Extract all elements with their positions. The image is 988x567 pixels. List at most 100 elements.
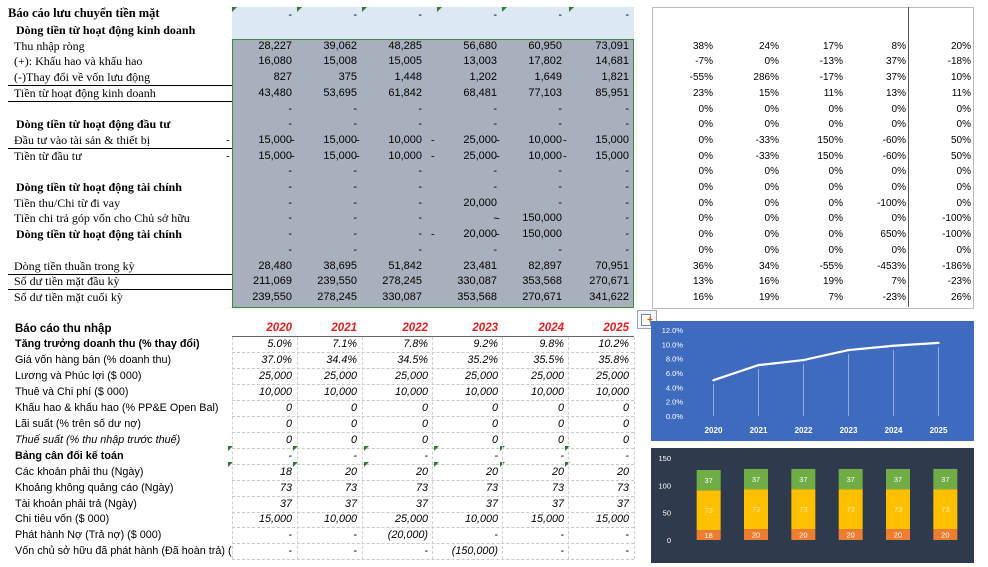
cashflow-cell[interactable]: - [288, 228, 292, 241]
growth-pct-cell[interactable]: 0% [956, 197, 971, 209]
income-cell[interactable]: 10,000 [595, 385, 629, 398]
income-cell[interactable]: 37 [485, 497, 498, 510]
growth-pct-cell[interactable]: 11% [823, 87, 843, 99]
income-cell[interactable]: - [494, 449, 498, 462]
cashflow-cell[interactable]: - [418, 181, 422, 193]
income-cell[interactable]: 10,000 [530, 385, 564, 398]
cashflow-cell[interactable]: - [288, 181, 292, 193]
cashflow-cell[interactable]: 53,695 [323, 86, 357, 99]
growth-pct-cell[interactable]: 0% [891, 182, 906, 193]
cashflow-cell[interactable]: 20,000 [463, 228, 497, 241]
income-cell[interactable]: 10,000 [323, 513, 357, 526]
growth-pct-cell[interactable]: -60% [882, 134, 906, 146]
income-cell[interactable]: 0 [285, 417, 292, 430]
income-cell[interactable]: 0 [557, 401, 564, 414]
growth-pct-cell[interactable]: 50% [950, 150, 971, 162]
growth-pct-cell[interactable]: 0% [828, 103, 843, 115]
cashflow-cell[interactable]: 70,951 [595, 259, 629, 272]
income-cell[interactable]: 37 [279, 497, 292, 510]
cashflow-cell[interactable]: 150,000 [522, 228, 562, 241]
growth-pct-cell[interactable]: 0% [956, 244, 971, 256]
growth-pct-cell[interactable]: -100% [942, 213, 971, 225]
cashflow-cell[interactable]: - [625, 212, 629, 225]
growth-pct-cell[interactable]: 0% [764, 229, 779, 241]
cashflow-cell[interactable]: - [418, 102, 422, 115]
income-cell[interactable]: 35.8% [598, 353, 629, 366]
income-cell[interactable]: 10,000 [394, 385, 428, 398]
cashflow-cell[interactable]: 1,821 [601, 71, 629, 84]
cashflow-cell[interactable]: 51,842 [388, 259, 422, 272]
growth-pct-cell[interactable]: 0% [891, 166, 906, 178]
income-cell[interactable]: - [424, 545, 428, 558]
growth-pct-cell[interactable]: 0% [828, 119, 843, 131]
cashflow-cell[interactable]: 25,000 [463, 149, 497, 162]
cashflow-cell[interactable]: 10,000 [388, 149, 422, 162]
income-cell[interactable]: 20 [485, 465, 498, 478]
income-cell[interactable]: 37.0% [261, 353, 292, 366]
income-cell[interactable]: 0 [350, 433, 357, 446]
cashflow-cell[interactable]: 15,000 [323, 149, 357, 162]
growth-pct-cell[interactable]: 0% [828, 244, 843, 256]
cashflow-cell[interactable]: 73,091 [595, 39, 629, 52]
income-cell[interactable]: 15,000 [258, 513, 292, 526]
cashflow-cell[interactable]: 330,087 [382, 290, 422, 303]
cashflow-cell[interactable]: 353,568 [457, 290, 497, 303]
growth-pct-cell[interactable]: 16% [692, 291, 713, 303]
growth-pct-cell[interactable]: 0% [828, 213, 843, 225]
cashflow-cell[interactable]: 375 [338, 71, 357, 84]
cashflow-cell[interactable]: - [493, 165, 497, 178]
income-cell[interactable]: - [625, 545, 629, 558]
cashflow-cell[interactable]: - [558, 118, 562, 131]
growth-pct-cell[interactable]: 0% [698, 166, 713, 178]
income-cell[interactable]: 0 [285, 401, 292, 414]
growth-pct-cell[interactable]: 19% [758, 291, 779, 303]
growth-pct-cell[interactable]: 0% [891, 103, 906, 115]
growth-pct-cell[interactable]: 0% [764, 182, 779, 193]
cashflow-cell[interactable]: 68,481 [463, 86, 497, 99]
income-cell[interactable]: 10,000 [464, 385, 498, 398]
cashflow-cell[interactable]: 1,202 [469, 71, 497, 84]
cashflow-cell[interactable]: - [625, 181, 629, 193]
cashflow-cell[interactable]: 43,480 [258, 86, 292, 99]
growth-pct-cell[interactable]: 20% [950, 40, 971, 52]
cashflow-cell[interactable]: - [493, 212, 497, 225]
cashflow-cell[interactable]: 10,000 [388, 133, 422, 146]
growth-pct-cell[interactable]: 0% [764, 103, 779, 115]
income-cell[interactable]: 73 [485, 481, 498, 494]
cashflow-cell[interactable]: - [625, 243, 629, 256]
cashflow-cell[interactable]: 239,550 [317, 275, 357, 288]
cashflow-cell[interactable]: - [418, 196, 422, 209]
income-cell[interactable]: - [625, 529, 629, 542]
cashflow-cell[interactable]: 15,000 [258, 133, 292, 146]
growth-pct-cell[interactable]: 0% [956, 119, 971, 131]
income-cell[interactable]: - [494, 529, 498, 542]
growth-pct-cell[interactable]: -17% [819, 72, 843, 84]
growth-pct-cell[interactable]: 15% [758, 87, 779, 99]
growth-pct-cell[interactable]: -186% [942, 260, 971, 272]
cashflow-cell[interactable]: 77,103 [528, 86, 562, 99]
income-cell[interactable]: 37 [344, 497, 357, 510]
growth-pct-cell[interactable]: 150% [817, 134, 843, 146]
income-cell[interactable]: - [625, 449, 629, 462]
income-cell[interactable]: 10,000 [323, 385, 357, 398]
income-cell[interactable]: 7.8% [403, 338, 428, 350]
cashflow-cell[interactable]: 1,649 [534, 71, 562, 84]
cashflow-cell[interactable]: 1,448 [394, 71, 422, 84]
cashflow-cell[interactable]: 827 [273, 71, 292, 84]
growth-pct-cell[interactable]: 36% [692, 260, 713, 272]
growth-pct-cell[interactable]: 650% [880, 229, 906, 241]
income-cell[interactable]: 0 [491, 401, 498, 414]
growth-pct-cell[interactable]: 0% [956, 103, 971, 115]
income-cell[interactable]: (150,000) [451, 545, 498, 558]
growth-pct-cell[interactable]: 0% [698, 197, 713, 209]
income-cell[interactable]: 37 [551, 497, 564, 510]
growth-pct-cell[interactable]: -7% [695, 56, 713, 68]
income-cell[interactable]: 0 [557, 417, 564, 430]
cashflow-cell[interactable]: 17,802 [528, 55, 562, 68]
growth-pct-cell[interactable]: -100% [942, 229, 971, 241]
cashflow-cell[interactable]: - [288, 212, 292, 225]
growth-pct-cell[interactable]: 26% [950, 291, 971, 303]
income-cell[interactable]: 73 [415, 481, 428, 494]
growth-pct-cell[interactable]: 0% [956, 182, 971, 193]
growth-pct-cell[interactable]: 50% [950, 134, 971, 146]
